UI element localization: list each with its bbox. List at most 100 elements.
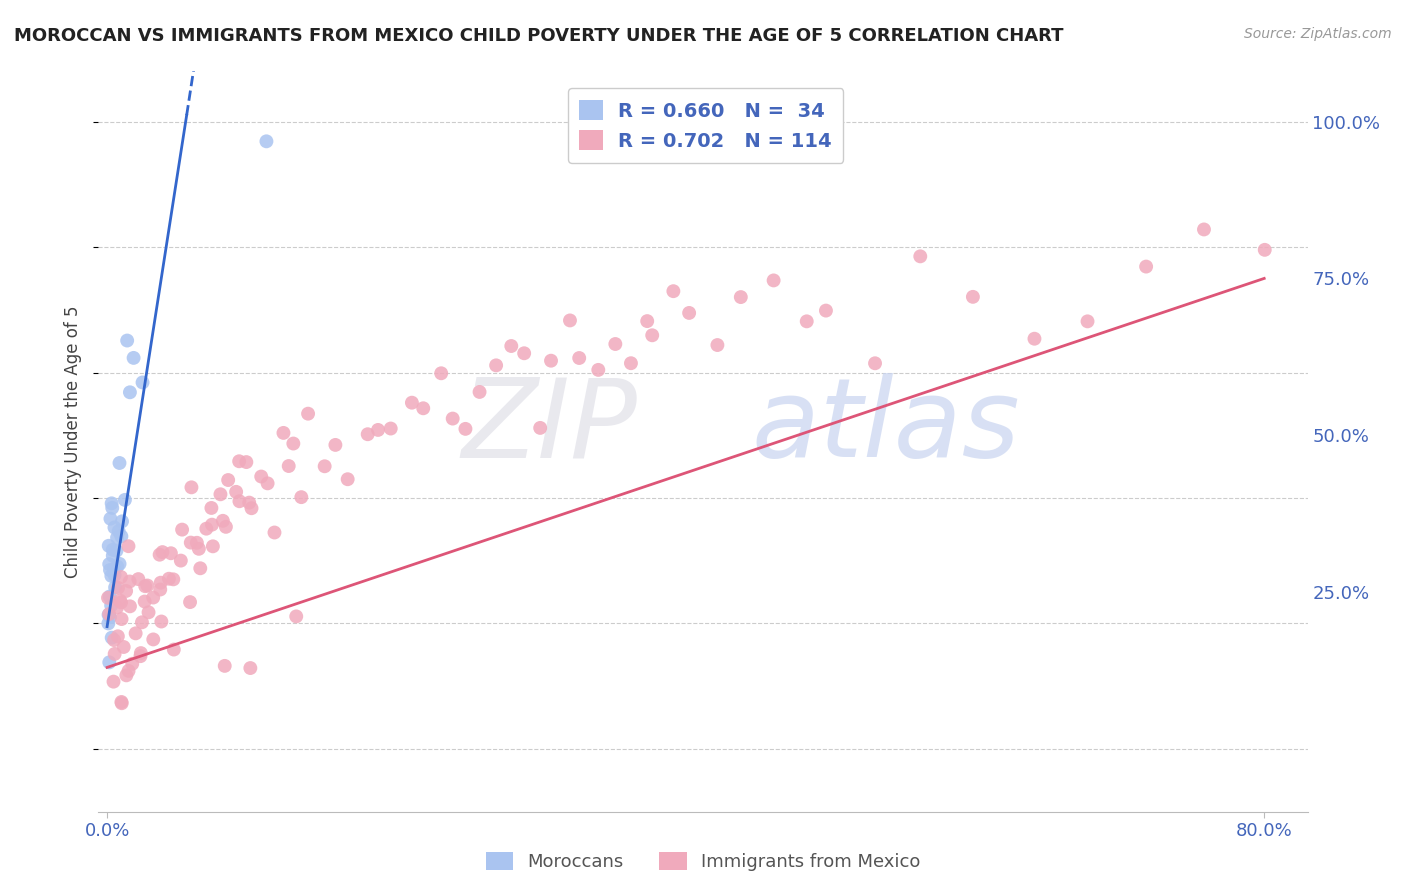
Point	[195, 522, 218, 536]
Point	[105, 531, 128, 545]
Point	[107, 581, 129, 595]
Point	[149, 582, 172, 597]
Point	[588, 363, 610, 377]
Point	[468, 384, 491, 399]
Point	[103, 520, 125, 534]
Point	[134, 579, 156, 593]
Point	[100, 599, 122, 613]
Point	[188, 561, 211, 575]
Point	[110, 612, 132, 626]
Point	[620, 356, 643, 370]
Point	[228, 494, 250, 508]
Point	[336, 472, 359, 486]
Point	[107, 629, 129, 643]
Point	[111, 514, 134, 528]
Point	[297, 407, 319, 421]
Point	[100, 511, 122, 525]
Point	[100, 496, 122, 510]
Point	[214, 659, 236, 673]
Point	[110, 529, 132, 543]
Point	[796, 314, 818, 328]
Point	[100, 569, 122, 583]
Point	[110, 695, 132, 709]
Point	[172, 523, 194, 537]
Point	[730, 290, 752, 304]
Point	[200, 500, 222, 515]
Point	[138, 605, 160, 619]
Point	[121, 657, 143, 671]
Point	[108, 456, 131, 470]
Point	[112, 640, 135, 654]
Point	[110, 595, 132, 609]
Point	[131, 615, 153, 630]
Point	[1254, 243, 1277, 257]
Point	[1076, 314, 1098, 328]
Point	[706, 338, 728, 352]
Point	[152, 545, 174, 559]
Point	[118, 599, 141, 614]
Point	[142, 632, 165, 647]
Point	[240, 501, 263, 516]
Point	[180, 535, 202, 549]
Point	[1024, 332, 1046, 346]
Point	[103, 633, 125, 648]
Point	[180, 480, 202, 494]
Point	[662, 284, 685, 298]
Point	[187, 541, 209, 556]
Y-axis label: Child Poverty Under the Age of 5: Child Poverty Under the Age of 5	[65, 305, 83, 578]
Point	[179, 595, 201, 609]
Point	[129, 646, 152, 660]
Point	[430, 366, 453, 380]
Point	[105, 543, 128, 558]
Point	[163, 642, 186, 657]
Point	[170, 553, 193, 567]
Point	[98, 590, 121, 604]
Point	[103, 562, 125, 576]
Point	[1135, 260, 1157, 274]
Point	[1192, 222, 1215, 236]
Point	[98, 607, 121, 621]
Point	[401, 395, 423, 409]
Point	[962, 290, 984, 304]
Point	[98, 563, 121, 577]
Point	[114, 492, 136, 507]
Point	[412, 401, 434, 416]
Point	[250, 469, 273, 483]
Point	[215, 520, 238, 534]
Point	[107, 524, 129, 538]
Point	[104, 647, 127, 661]
Text: atlas: atlas	[751, 373, 1019, 480]
Point	[441, 411, 464, 425]
Point	[910, 249, 932, 263]
Point	[150, 615, 173, 629]
Point	[108, 557, 131, 571]
Point	[863, 356, 886, 370]
Point	[115, 668, 138, 682]
Point	[501, 339, 523, 353]
Point	[273, 425, 295, 440]
Point	[103, 674, 125, 689]
Point	[111, 696, 134, 710]
Point	[641, 328, 664, 343]
Point	[290, 490, 312, 504]
Text: MOROCCAN VS IMMIGRANTS FROM MEXICO CHILD POVERTY UNDER THE AGE OF 5 CORRELATION : MOROCCAN VS IMMIGRANTS FROM MEXICO CHILD…	[14, 27, 1063, 45]
Text: Source: ZipAtlas.com: Source: ZipAtlas.com	[1244, 27, 1392, 41]
Text: ZIP: ZIP	[461, 373, 637, 480]
Point	[105, 559, 128, 574]
Point	[314, 459, 336, 474]
Point	[131, 376, 153, 390]
Point	[115, 584, 138, 599]
Point	[454, 422, 477, 436]
Point	[605, 337, 627, 351]
Point	[97, 539, 120, 553]
Point	[134, 594, 156, 608]
Point	[157, 572, 180, 586]
Point	[127, 572, 149, 586]
Point	[97, 607, 120, 622]
Point	[558, 313, 581, 327]
Point	[104, 580, 127, 594]
Point	[228, 454, 250, 468]
Point	[513, 346, 536, 360]
Point	[238, 495, 260, 509]
Point	[142, 591, 165, 605]
